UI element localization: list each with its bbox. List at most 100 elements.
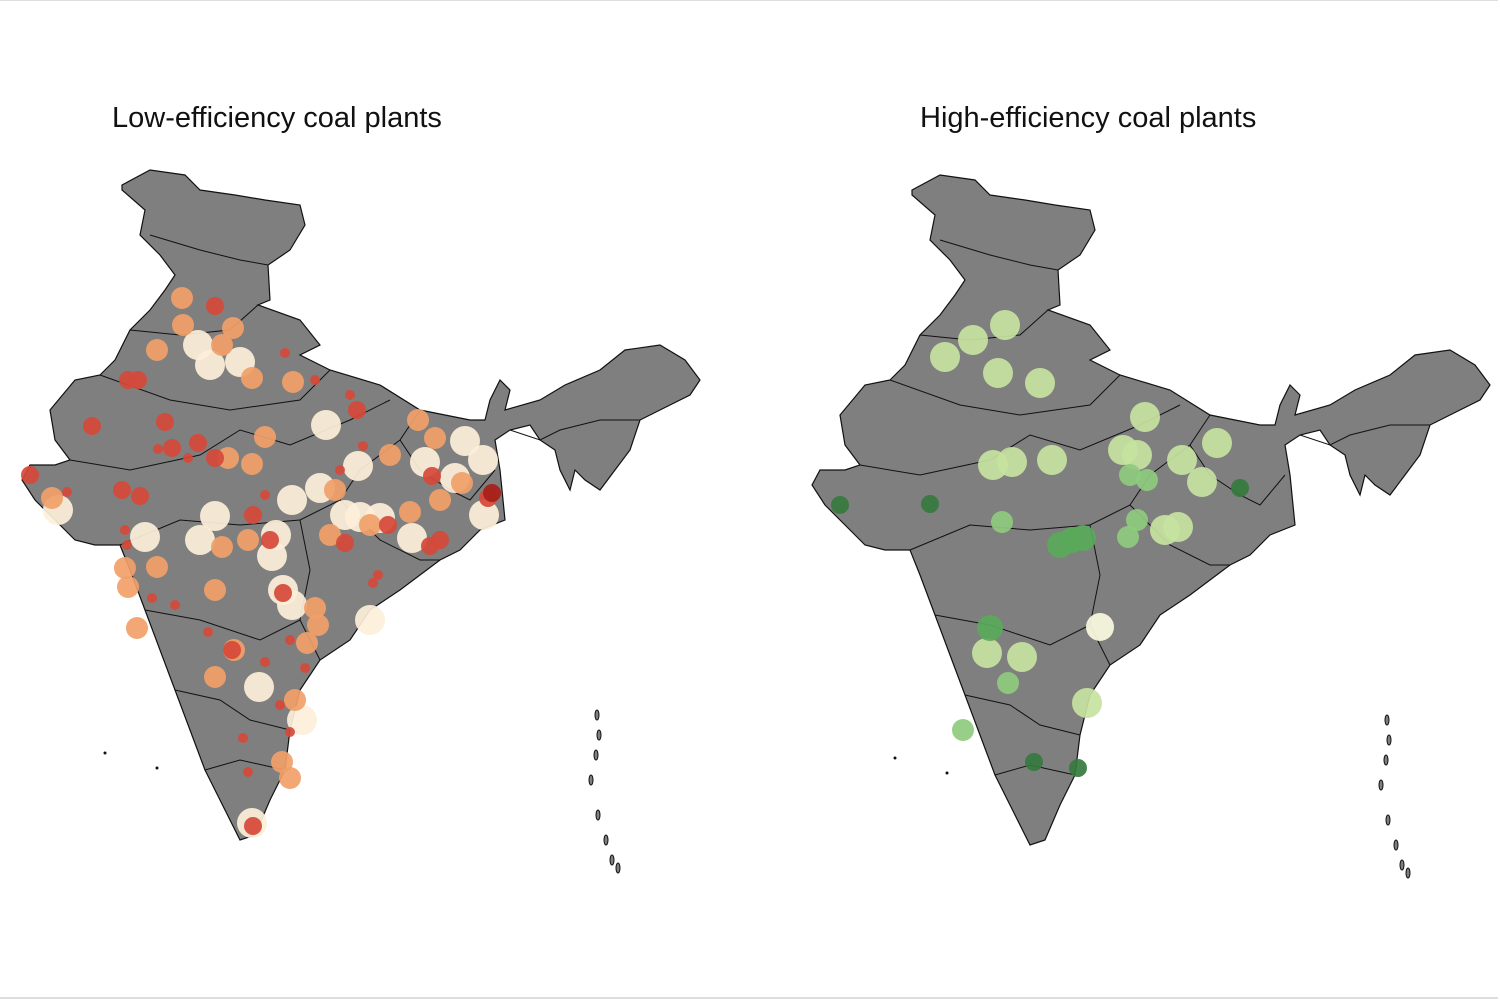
coal-plant-point	[423, 467, 441, 485]
state-border	[964, 694, 1081, 736]
coal-plant-point	[424, 427, 446, 449]
coal-plant-point	[122, 540, 132, 550]
coal-plant-point	[379, 444, 401, 466]
island	[1384, 714, 1390, 726]
coal-plant-point	[117, 576, 139, 598]
state-border	[1129, 504, 1230, 566]
island	[596, 729, 602, 741]
coal-plant-point	[114, 557, 136, 579]
coal-plant-point	[1167, 445, 1197, 475]
state-border	[204, 759, 286, 771]
coal-plant-point	[223, 641, 241, 659]
island	[893, 756, 897, 760]
coal-plant-point	[241, 453, 263, 475]
coal-plant-point	[285, 635, 295, 645]
island	[1383, 754, 1389, 766]
coal-plant-point	[1163, 512, 1193, 542]
state-border	[144, 609, 301, 641]
coal-plant-point	[359, 514, 381, 536]
coal-plant-point	[997, 447, 1027, 477]
island	[1385, 814, 1391, 826]
island	[1399, 859, 1405, 871]
coal-plant-point	[977, 615, 1003, 641]
state-border	[889, 374, 1121, 416]
coal-plant-point	[284, 689, 306, 711]
coal-plant-point	[1086, 613, 1114, 641]
map-high-efficiency	[811, 174, 1491, 879]
coal-plant-point	[146, 339, 168, 361]
coal-plant-point	[1025, 753, 1043, 771]
coal-plant-point	[203, 627, 213, 637]
island	[1378, 779, 1384, 791]
state-border	[69, 399, 391, 471]
map-title-high-efficiency: High-efficiency coal plants	[920, 102, 1257, 134]
coal-plant-point	[147, 593, 157, 603]
island	[615, 862, 621, 874]
coal-plant-point	[1119, 464, 1141, 486]
coal-plant-point	[1117, 526, 1139, 548]
coal-plant-point	[336, 534, 354, 552]
coal-plant-point	[324, 479, 346, 501]
coal-plant-point	[163, 439, 181, 457]
island	[103, 751, 107, 755]
coal-plant-point	[399, 501, 421, 523]
coal-plant-point	[431, 531, 449, 549]
coal-plant-point	[260, 657, 270, 667]
coal-plant-point	[244, 506, 262, 524]
coal-plant-point	[1122, 440, 1152, 470]
island	[594, 709, 600, 721]
coal-plant-point	[274, 584, 292, 602]
state-border	[939, 239, 1059, 271]
coal-plant-point	[1037, 445, 1067, 475]
island	[609, 854, 615, 866]
coal-plant-point	[1202, 428, 1232, 458]
coal-plant-point	[355, 605, 385, 635]
coal-plant-point	[217, 447, 239, 469]
coal-plant-point	[1136, 469, 1158, 491]
coal-plant-point	[348, 401, 366, 419]
coal-plant-point	[1007, 642, 1037, 672]
coal-plant-point	[261, 531, 279, 549]
island	[1393, 839, 1399, 851]
coal-plant-point	[921, 495, 939, 513]
coal-plant-point	[153, 444, 163, 454]
state-border	[919, 309, 1049, 341]
coal-plant-point	[200, 501, 230, 531]
coal-plant-point	[287, 705, 317, 735]
coal-plant-point	[156, 413, 174, 431]
coal-plant-point	[170, 600, 180, 610]
coal-plant-point	[345, 390, 355, 400]
coal-plant-point	[397, 523, 427, 553]
coal-plant-point	[130, 522, 160, 552]
coal-plant-point	[211, 536, 233, 558]
coal-plant-point	[113, 481, 131, 499]
state-border	[1089, 524, 1111, 666]
coal-plant-point	[997, 672, 1019, 694]
state-border	[509, 419, 640, 441]
coal-plant-point	[185, 525, 215, 555]
coal-plant-point	[468, 445, 498, 475]
state-border	[934, 614, 1091, 646]
coal-plant-point	[450, 426, 480, 456]
coal-plant-point	[343, 451, 373, 481]
coal-plant-point	[195, 350, 225, 380]
coal-plant-point	[483, 484, 501, 502]
island	[588, 774, 594, 786]
state-border	[1299, 424, 1430, 446]
coal-plant-point	[241, 367, 263, 389]
coal-plant-point	[129, 371, 147, 389]
coal-plant-point	[285, 727, 295, 737]
coal-plant-point	[379, 516, 397, 534]
coal-plant-point	[991, 511, 1013, 533]
coal-plant-point	[277, 485, 307, 515]
coal-plant-point	[120, 525, 130, 535]
coal-plant-point	[319, 524, 341, 546]
state-border	[99, 369, 331, 411]
coal-plant-point	[972, 638, 1002, 668]
coal-plant-point	[280, 348, 290, 358]
coal-plant-point	[1072, 688, 1102, 718]
coal-plant-point	[307, 614, 329, 636]
coal-plant-point	[1231, 479, 1249, 497]
coal-plant-point	[275, 700, 285, 710]
